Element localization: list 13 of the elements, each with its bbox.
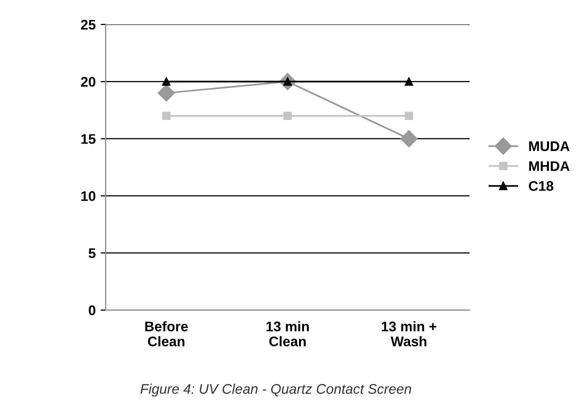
x-tick-label: 13 min + Wash (382, 321, 436, 346)
x-tick-label: 13 min Clean (266, 321, 309, 346)
y-tick-label: 20 (80, 76, 96, 87)
caption: Figure 4: UV Clean - Quartz Contact Screen (140, 384, 412, 397)
y-tick-label: 25 (80, 20, 96, 30)
y-tick-label: 10 (81, 191, 96, 202)
legend-label: MHDA (529, 161, 570, 171)
x-tick-label: Before Clean (145, 321, 188, 346)
y-tick-label: 15 (81, 134, 96, 144)
y-tick-label: 5 (88, 248, 96, 258)
y-tick-label: 0 (88, 305, 96, 316)
legend-label: MUDA (529, 141, 570, 152)
legend-label: C18 (528, 181, 554, 191)
